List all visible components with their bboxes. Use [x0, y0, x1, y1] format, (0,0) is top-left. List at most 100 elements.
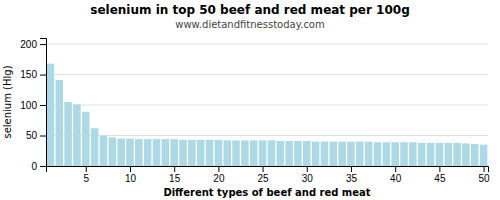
y-axis: 0 50 100 150 200 — [20, 39, 46, 172]
bar — [409, 142, 417, 166]
tick-mark — [130, 166, 131, 172]
bar — [444, 143, 452, 166]
tick: 40 — [390, 166, 402, 184]
grid-line — [46, 135, 488, 136]
subtitle: www.dietandfitnesstoday.com — [175, 19, 324, 30]
bar — [303, 141, 311, 166]
bar — [144, 139, 152, 166]
bar — [294, 141, 302, 166]
tick: 100 — [20, 100, 46, 111]
tick-mark — [40, 166, 46, 167]
bar — [338, 142, 346, 166]
tick: 0 — [31, 161, 46, 172]
bar — [117, 139, 125, 166]
bar — [285, 141, 293, 166]
tick: 15 — [169, 166, 181, 184]
bar — [268, 140, 276, 166]
bar — [330, 142, 338, 166]
x-axis-title: Different types of beef and red meat — [163, 187, 370, 198]
tick-mark — [263, 166, 264, 172]
bar — [56, 80, 64, 166]
bar — [179, 140, 187, 166]
tick-label: 30 — [302, 173, 314, 184]
x-axis: 5 10 15 20 25 30 35 40 45 50 — [47, 166, 491, 184]
tick: 50 — [26, 130, 46, 141]
bar — [277, 141, 285, 166]
tick-label: 15 — [169, 173, 181, 184]
tick-label: 100 — [20, 100, 37, 111]
bar — [427, 143, 435, 166]
tick: 20 — [213, 166, 225, 184]
tick-label: 5 — [83, 173, 89, 184]
bar — [82, 112, 90, 166]
grid-line — [46, 105, 488, 106]
bar — [250, 140, 258, 166]
bar — [135, 139, 143, 166]
bar — [162, 139, 170, 166]
bar — [47, 64, 55, 166]
bar — [391, 142, 399, 166]
tick-label: 40 — [390, 173, 402, 184]
tick-mark — [484, 166, 485, 172]
tick: 5 — [83, 166, 89, 184]
grid-line — [46, 44, 488, 45]
plot: 5 10 15 20 25 30 35 40 45 50 0 50 100 150 200 — [20, 39, 490, 185]
bar — [471, 144, 479, 166]
tick-mark — [86, 166, 87, 172]
axis-line — [47, 167, 489, 173]
tick: 10 — [125, 166, 137, 184]
chart: selenium in top 50 beef and red meat per… — [0, 0, 500, 200]
bar — [383, 142, 391, 166]
grid — [46, 44, 488, 166]
tick-mark — [40, 44, 46, 45]
tick: 30 — [302, 166, 314, 184]
tick-mark — [218, 166, 219, 172]
bar — [356, 142, 364, 166]
bar — [418, 143, 426, 166]
y-axis-title: selenium (Hlg) — [2, 65, 13, 138]
tick-label: 45 — [434, 173, 446, 184]
bar — [374, 142, 382, 166]
tick-label: 0 — [31, 161, 37, 172]
bar — [232, 140, 240, 166]
bar — [365, 142, 373, 166]
tick: 50 — [479, 166, 491, 184]
tick-label: 35 — [346, 173, 358, 184]
bar — [436, 143, 444, 166]
bar — [321, 142, 329, 166]
tick: 200 — [20, 39, 46, 50]
tick: 25 — [258, 166, 270, 184]
tick-mark — [40, 136, 46, 137]
tick: 150 — [20, 69, 46, 80]
bar — [400, 142, 408, 166]
bar — [215, 140, 223, 166]
bar — [73, 104, 81, 166]
grid-line — [46, 74, 488, 75]
tick-mark — [351, 166, 352, 172]
tick-mark — [174, 166, 175, 172]
bar — [100, 136, 108, 166]
bar — [188, 140, 196, 166]
bar — [206, 140, 214, 166]
bar — [462, 143, 470, 166]
tick-label: 20 — [213, 173, 225, 184]
bar — [453, 143, 461, 166]
bar — [64, 102, 72, 166]
tick-label: 10 — [125, 173, 137, 184]
bar — [91, 128, 99, 166]
title: selenium in top 50 beef and red meat per… — [90, 3, 410, 17]
bar — [223, 140, 231, 166]
bar — [347, 142, 355, 166]
tick-label: 200 — [20, 39, 37, 50]
bar — [241, 140, 249, 166]
tick-label: 50 — [479, 173, 491, 184]
axis-line — [40, 39, 47, 167]
tick: 35 — [346, 166, 358, 184]
bars — [47, 64, 488, 166]
tick-mark — [40, 105, 46, 106]
bar — [109, 137, 117, 166]
tick-mark — [439, 166, 440, 172]
bar — [480, 145, 488, 166]
tick-mark — [395, 166, 396, 172]
tick-mark — [307, 166, 308, 172]
